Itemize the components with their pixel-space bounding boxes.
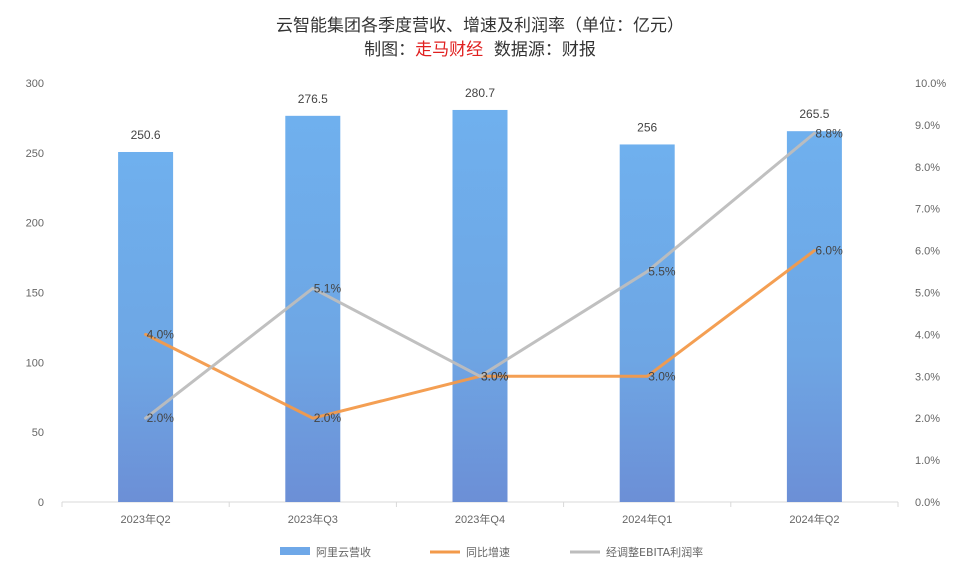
chart-subtitle: 制图：走马财经 数据源：财报 [364,40,596,60]
left-tick-label: 50 [32,427,44,439]
left-tick-label: 150 [26,288,44,300]
line-value-label: 4.0% [147,327,175,341]
x-tick-label: 2023年Q3 [288,512,338,526]
subtitle-author: 走马财经 [415,40,483,60]
bar-value-label: 276.5 [298,92,328,106]
bar-value-label: 250.6 [131,128,161,142]
right-tick-label: 3.0% [915,371,940,383]
right-tick-label: 2.0% [915,413,940,425]
left-tick-label: 200 [26,218,44,230]
left-tick-label: 100 [26,357,44,369]
x-tick-label: 2024年Q1 [622,512,672,526]
bar [285,115,341,503]
right-tick-label: 10.0% [915,78,946,90]
subtitle-prefix: 制图： [364,40,415,60]
legend-label: 同比增速 [466,545,510,559]
right-axis: 0.0% 1.0% 2.0% 3.0% 4.0% 5.0% 6.0% 7.0% 8.0% 9.0%… [915,78,946,509]
right-tick-label: 9.0% [915,120,940,132]
line-value-label: 2.0% [147,411,175,425]
legend-swatch [280,547,310,555]
line-value-label: 5.5% [648,265,676,279]
line-value-label: 2.0% [314,411,342,425]
bar [118,151,174,502]
chart-title: 云智能集团各季度营收、增速及利润率（单位：亿元） [276,16,684,36]
x-axis: 2023年Q2 2023年Q3 2023年Q4 2024年Q1 2024年Q2 [61,502,899,526]
bar [786,131,842,502]
left-tick-label: 300 [26,78,44,90]
x-tick-label: 2024年Q2 [789,512,839,526]
legend-label: 经调整EBITA利润率 [606,545,703,559]
right-tick-label: 7.0% [915,204,940,216]
x-tick-label: 2023年Q2 [121,512,171,526]
line-series [144,131,816,420]
left-tick-label: 0 [38,497,44,509]
left-axis: 0 50 100 150 200 250 300 [26,78,44,509]
bar-value-label: 280.7 [465,86,495,100]
right-tick-label: 6.0% [915,246,940,258]
line-value-label: 8.8% [815,126,843,140]
right-tick-label: 4.0% [915,329,940,341]
bar [619,144,675,502]
lines [144,131,816,420]
bar [452,109,508,503]
bars [118,109,842,503]
left-tick-label: 250 [26,148,44,160]
right-tick-label: 5.0% [915,288,940,300]
right-tick-label: 8.0% [915,162,940,174]
bar-value-label: 256 [637,120,657,134]
right-tick-label: 1.0% [915,455,940,467]
subtitle-suffix: 数据源：财报 [483,40,596,60]
data-labels: 250.6 276.5 280.7 256 265.5 4.0% 2.0% 3.0% 3.0% 6… [131,86,843,425]
bar-value-label: 265.5 [799,107,829,121]
line-value-label: 6.0% [815,244,843,258]
line-value-label: 5.1% [314,281,342,295]
x-tick-label: 2023年Q4 [455,512,505,526]
line-value-label: 3.0% [481,369,509,383]
right-tick-label: 0.0% [915,497,940,509]
line-value-label: 3.0% [481,369,509,383]
legend-label: 阿里云营收 [316,545,371,559]
legend: 阿里云营收 同比增速 经调整EBITA利润率 [280,545,703,559]
line-value-label: 3.0% [648,369,676,383]
